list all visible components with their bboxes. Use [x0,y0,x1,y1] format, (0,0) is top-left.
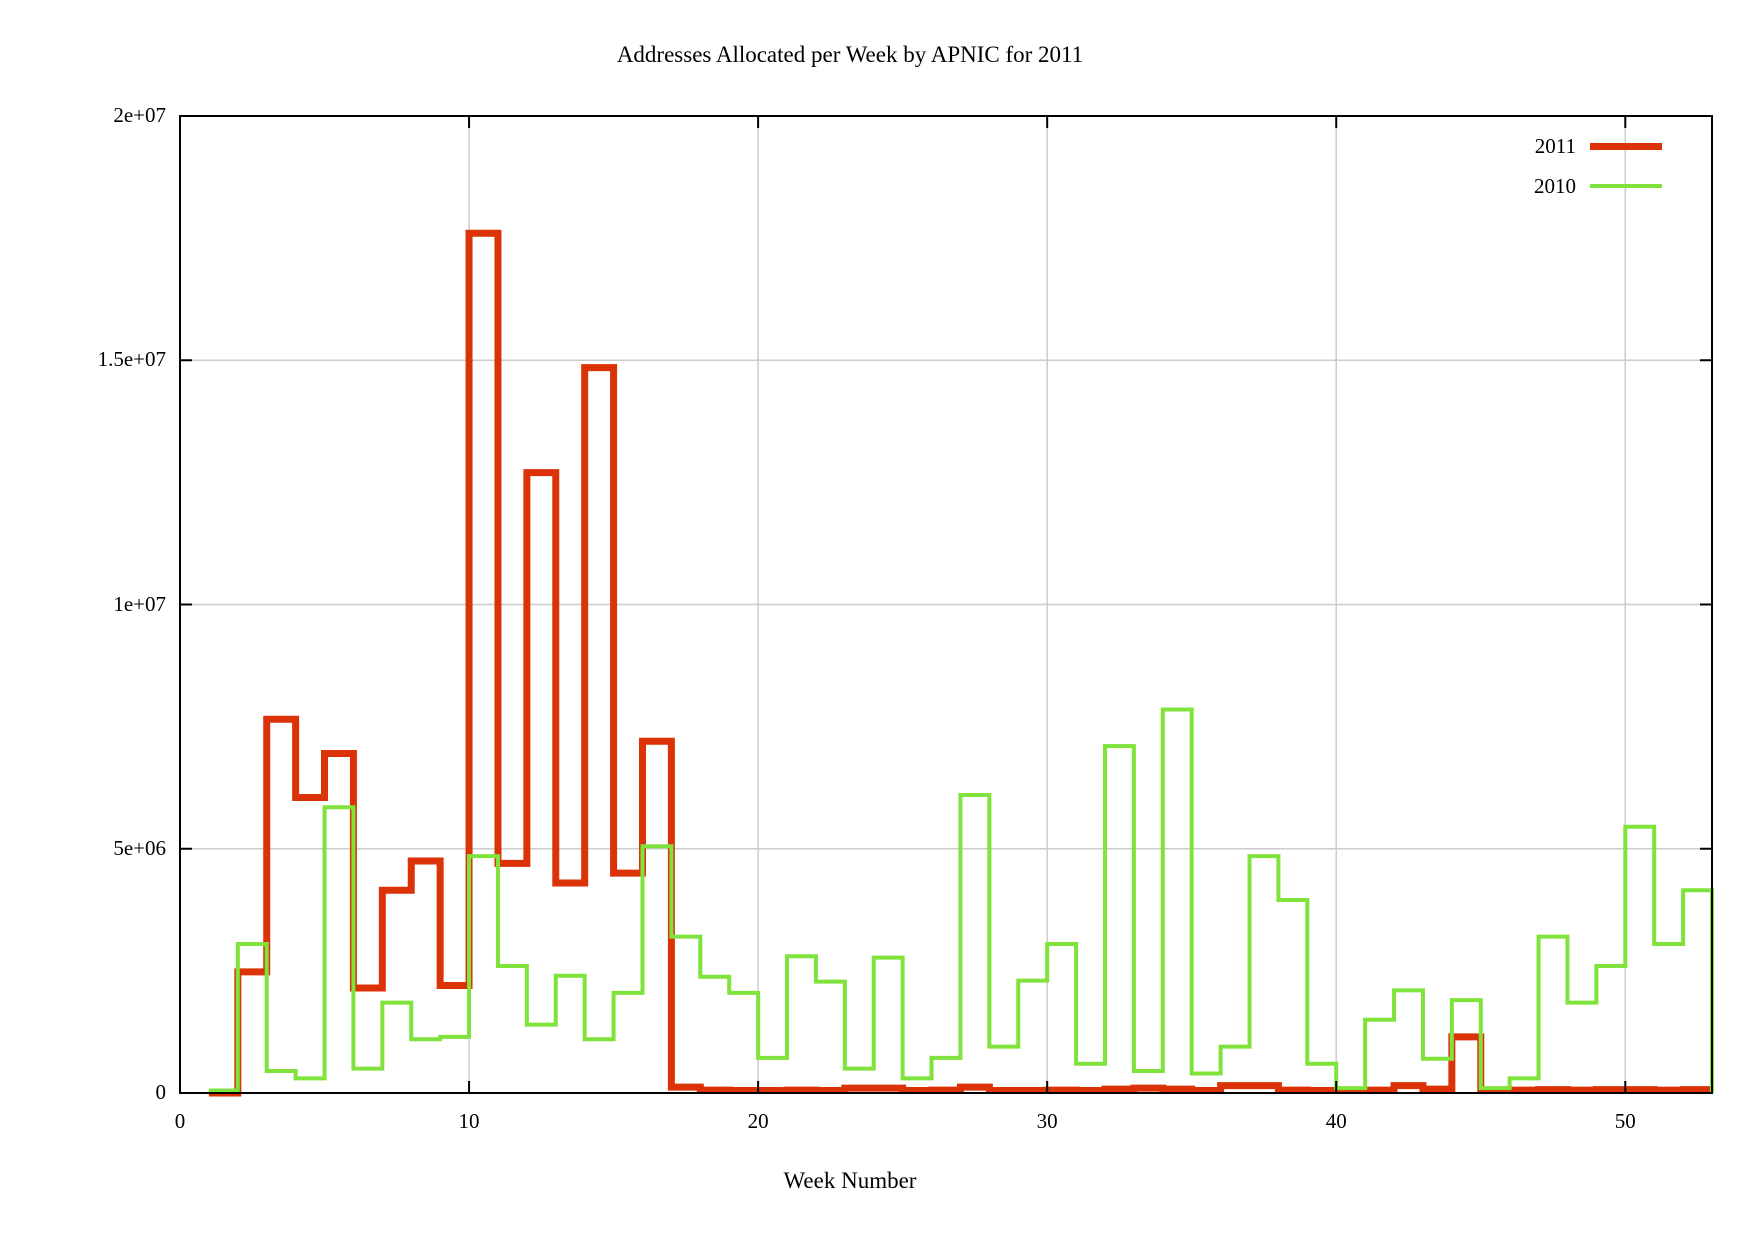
y-tick-label: 5e+06 [113,835,166,860]
legend-entry-2011: 2011 [1535,126,1662,166]
legend-label-2010: 2010 [1534,173,1576,198]
x-axis-title: Week Number [783,1168,917,1193]
y-tick-label: 1.5e+07 [97,347,166,372]
legend-line-sample-2011 [1590,142,1662,150]
legend-entry-2010: 2010 [1534,166,1662,206]
chart-title: Addresses Allocated per Week by APNIC fo… [616,42,1084,67]
series-line-2010 [208,707,1714,1093]
y-tick-label: 0 [155,1080,167,1104]
x-tick-label: 50 [1614,1109,1636,1133]
legend-line-sample-2010 [1590,184,1662,188]
x-tick-label: 0 [174,1109,186,1133]
x-tick-label: 10 [458,1109,480,1133]
x-tick-label: 30 [1036,1109,1058,1133]
y-tick-label: 1e+07 [113,591,166,616]
x-tick-label: 20 [747,1109,769,1133]
x-tick-label: 40 [1325,1109,1347,1133]
y-tick-label: 2e+07 [113,103,166,127]
legend-label-2011: 2011 [1534,133,1576,158]
